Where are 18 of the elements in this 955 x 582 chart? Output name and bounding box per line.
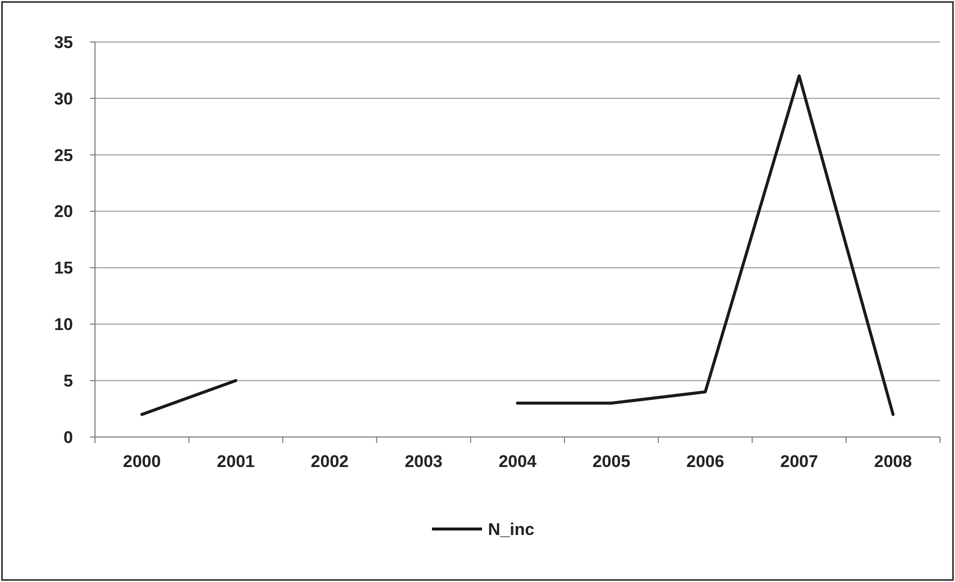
x-tick-label: 2004 [498,452,537,471]
x-tick-label: 2006 [686,452,724,471]
x-tick-label: 2007 [780,452,818,471]
x-tick-label: 2005 [592,452,630,471]
y-tick-label: 5 [64,372,73,391]
y-tick-label: 0 [64,428,73,447]
y-tick-label: 20 [54,202,73,222]
y-tick-label: 25 [54,146,73,165]
x-tick-label: 2000 [123,452,161,471]
x-tick-label: 2001 [216,452,255,471]
x-tick-label: 2003 [404,452,443,471]
x-tick-label: 2002 [310,452,349,471]
legend-label: N_inc [488,520,534,539]
y-tick-label: 35 [54,32,73,52]
y-tick-label: 10 [54,315,73,334]
y-tick-label: 15 [54,258,73,278]
x-tick-label: 2008 [874,452,912,471]
y-tick-label: 30 [54,89,73,108]
